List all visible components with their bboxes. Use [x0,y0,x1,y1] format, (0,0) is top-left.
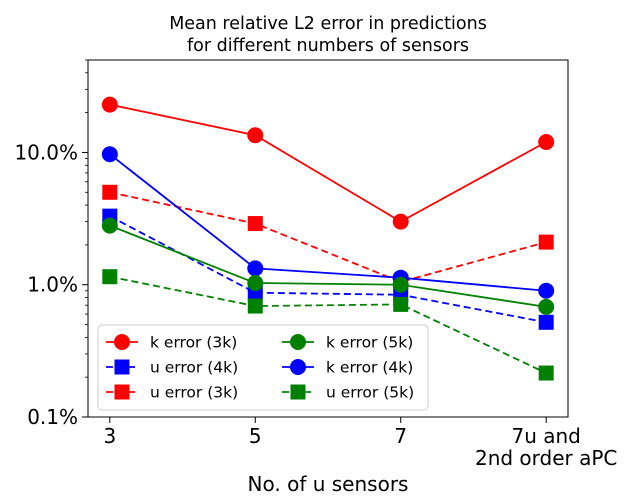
x-tick-label: 2nd order aPC [475,446,617,470]
data-point [538,298,555,315]
chart-title-line: Mean relative L2 error in predictions [169,14,487,34]
series-k-error-3k- [101,96,555,230]
series-line [109,103,547,223]
legend-marker [114,359,130,375]
series-line [109,224,547,308]
data-point [101,146,118,163]
legend-label: u error (4k) [150,359,238,377]
data-point [247,216,263,232]
data-point [538,133,555,150]
data-point [247,275,264,292]
data-point [247,298,263,314]
legend-marker [290,359,306,375]
data-point [538,234,554,250]
series-layer [101,96,555,381]
legend-item: k error (4k) [282,359,413,377]
legend-item: u error (3k) [106,384,238,402]
legend-item: u error (4k) [106,359,238,377]
legend-label: k error (3k) [150,334,237,352]
data-point [538,314,554,330]
series-u-error-5k- [102,269,554,381]
x-tick-label: 7 [394,424,407,448]
legend-marker [114,384,130,400]
legend-label: k error (4k) [326,359,413,377]
x-tick-label: 5 [249,424,262,448]
x-axis-label: No. of u sensors [248,472,409,496]
y-tick-label: 1.0% [27,273,78,297]
legend-marker [114,334,130,350]
legend: k error (3k) u error (4k) u error (3k) k er… [97,324,429,411]
series-k-error-5k- [101,217,555,315]
y-tick-label: 0.1% [27,405,78,429]
chart-title-line: for different numbers of sensors [187,36,469,56]
legend-label: k error (5k) [326,334,413,352]
data-point [102,269,118,285]
data-point [247,127,264,144]
data-point [247,260,264,277]
x-tick-label: 7u and [511,424,580,448]
series-u-error-4k- [102,208,554,330]
series-line [109,275,547,374]
legend-label: u error (3k) [150,384,238,402]
legend-marker [290,384,306,400]
data-point [538,282,555,299]
data-point [101,217,118,234]
y-tick-label: 10.0% [14,140,78,164]
data-point [538,365,554,381]
data-point [393,296,409,312]
series-line [109,215,547,324]
x-tick-label: 3 [103,424,116,448]
series-line [109,153,547,292]
data-point [392,213,409,230]
data-point [392,276,409,293]
plot-area-frame [87,59,569,418]
legend-item: u error (5k) [282,384,414,402]
legend-box [97,324,429,411]
series-line [109,191,547,283]
legend-item: k error (5k) [282,334,413,352]
chart-title: Mean relative L2 error in predictionsfor… [169,14,487,56]
legend-label: u error (5k) [326,384,414,402]
data-point [102,184,118,200]
legend-item: k error (3k) [106,334,237,352]
y-axis: 0.1% 1.0% 10.0% [14,59,88,429]
data-point [101,96,118,113]
series-k-error-4k- [101,146,555,299]
legend-marker [290,334,306,350]
